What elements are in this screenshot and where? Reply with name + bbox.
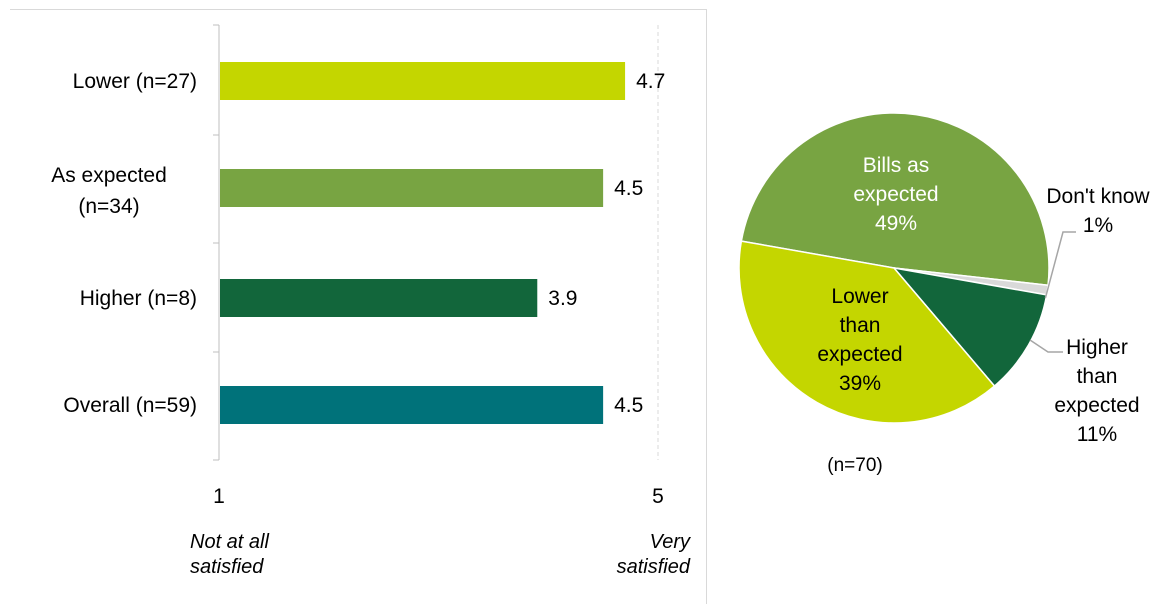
pie-slice-label-line: expected [853,183,938,206]
bar [220,169,604,207]
bar-category-label-line: (n=34) [78,195,139,218]
pie-slice [740,112,1050,287]
frame-top-border [10,9,707,10]
pie-slice-label: Lower than expected [817,285,902,366]
bar-value-label: 4.5 [614,394,643,417]
scale-min-caption-line: satisfied [190,556,264,578]
pie-slice-label-line: expected [1054,394,1139,417]
pie-slice-label-line: Lower [831,285,888,308]
bar-chart: Lower (n=27) As expected (n=34) Higher (n=8… [51,24,691,578]
leader-line-higher [1029,339,1063,353]
bar-category-label: Lower (n=27) [73,70,197,93]
pie-slice-label: Don't know [1046,185,1150,208]
scale-min-caption: Not at all satisfied [190,531,269,578]
bar [220,62,626,100]
scale-max-caption: Very satisfied [617,531,691,578]
pie-slice-label: Bills as expected [853,154,938,206]
pie-chart: Bills as expected 49% Lower than expected 39% D… [738,112,1150,476]
x-tick-label: 1 [213,485,225,508]
pie-slice-percent: 49% [875,212,917,235]
frame-right-border [706,9,707,604]
bar-category-label: Higher (n=8) [80,287,197,310]
bar-category-label: Overall (n=59) [63,394,197,417]
scale-max-caption-line: Very [650,531,691,553]
pie-slice-label-line: Higher [1066,336,1128,359]
pie-slice-label-line: Bills as [863,154,930,177]
pie-slice-label-line: Don't know [1046,185,1150,208]
pie-slice-percent: 39% [839,372,881,395]
pie-slice-label: Higher than expected [1054,336,1139,417]
bar-category-label: As expected (n=34) [51,164,167,218]
leader-line-dont-know [1044,231,1076,299]
scale-max-caption-line: satisfied [617,556,691,578]
pie-slice-label-line: expected [817,343,902,366]
x-tick-label: 5 [652,485,664,508]
bar-value-label: 4.7 [636,70,665,93]
bar-category-label-line: As expected [51,164,167,187]
pie-sample-size-note: (n=70) [827,455,882,476]
bar-value-label: 4.5 [614,177,643,200]
pie-slice-percent: 11% [1077,423,1117,446]
pie-slice-percent: 1% [1083,214,1113,237]
pie-slice [892,266,1048,388]
bar-value-label: 3.9 [548,287,577,310]
pie-slice-label-line: than [840,314,881,337]
pie-slice [738,240,996,424]
scale-min-caption-line: Not at all [190,531,269,553]
bar [220,279,538,317]
bar [220,386,604,424]
pie-slice-label-line: than [1077,365,1118,388]
